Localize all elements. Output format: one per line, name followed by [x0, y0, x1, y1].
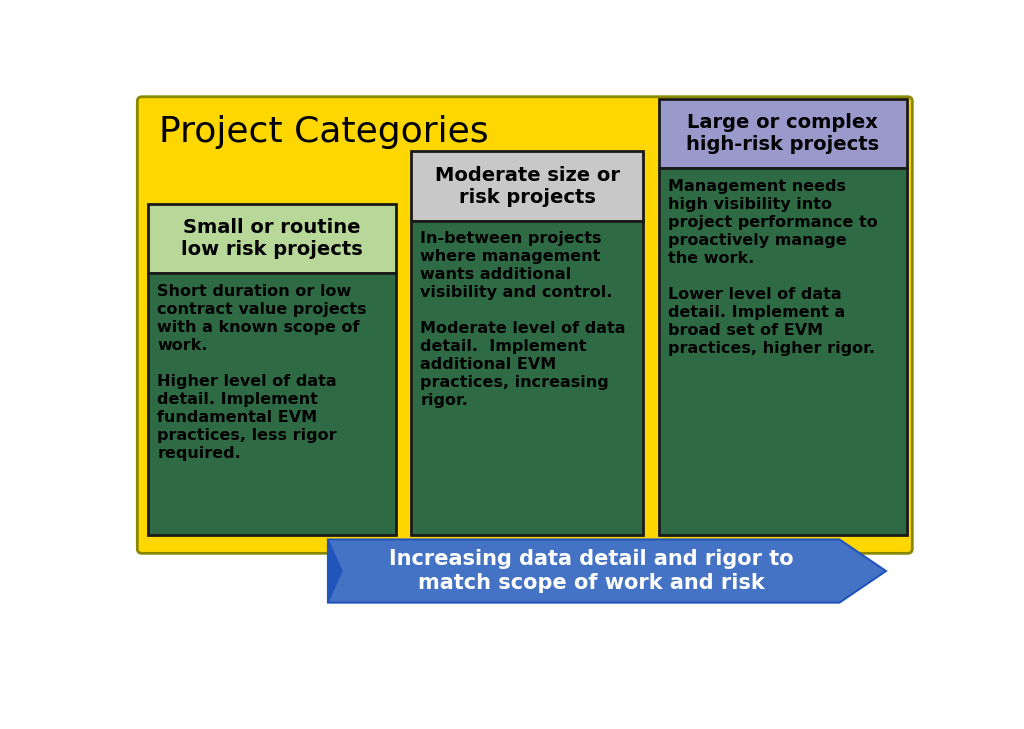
FancyBboxPatch shape: [148, 203, 396, 273]
Text: Increasing data detail and rigor to
match scope of work and risk: Increasing data detail and rigor to matc…: [389, 550, 794, 593]
Text: Large or complex
high-risk projects: Large or complex high-risk projects: [686, 113, 880, 154]
Polygon shape: [328, 539, 886, 603]
Text: Short duration or low
contract value projects
with a known scope of
work.

Highe: Short duration or low contract value pro…: [158, 284, 367, 461]
Text: In-between projects
where management
wants additional
visibility and control.

M: In-between projects where management wan…: [420, 232, 626, 408]
FancyBboxPatch shape: [148, 273, 396, 535]
Text: Management needs
high visibility into
project performance to
proactively manage
: Management needs high visibility into pr…: [669, 179, 878, 356]
Text: Project Categories: Project Categories: [159, 115, 488, 149]
Text: Moderate size or
risk projects: Moderate size or risk projects: [434, 165, 620, 206]
FancyBboxPatch shape: [411, 221, 643, 535]
FancyBboxPatch shape: [658, 168, 907, 535]
FancyBboxPatch shape: [137, 97, 912, 553]
FancyBboxPatch shape: [411, 152, 643, 221]
Text: Small or routine
low risk projects: Small or routine low risk projects: [181, 218, 364, 259]
FancyBboxPatch shape: [658, 99, 907, 168]
Polygon shape: [328, 539, 342, 603]
